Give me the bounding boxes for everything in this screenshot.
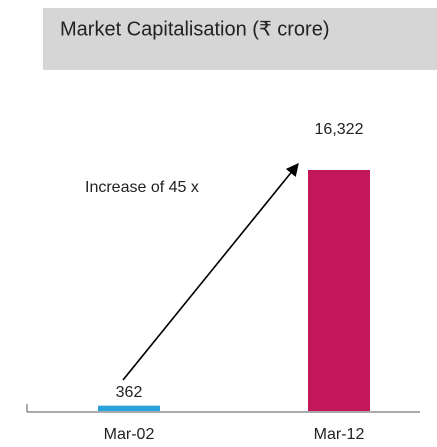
- bar: [98, 405, 160, 411]
- header-box: [43, 8, 437, 70]
- bar: [308, 170, 370, 411]
- value-label: 16,322: [315, 121, 364, 138]
- arrow: [122, 163, 299, 381]
- x-tick-label: Mar-12: [314, 426, 365, 443]
- annotation: Increase of 45 x: [85, 179, 199, 196]
- chart-title: Market Capitalisation (₹ crore): [60, 18, 329, 40]
- x-tick-label: Mar-02: [104, 426, 155, 443]
- value-label: 362: [116, 384, 143, 401]
